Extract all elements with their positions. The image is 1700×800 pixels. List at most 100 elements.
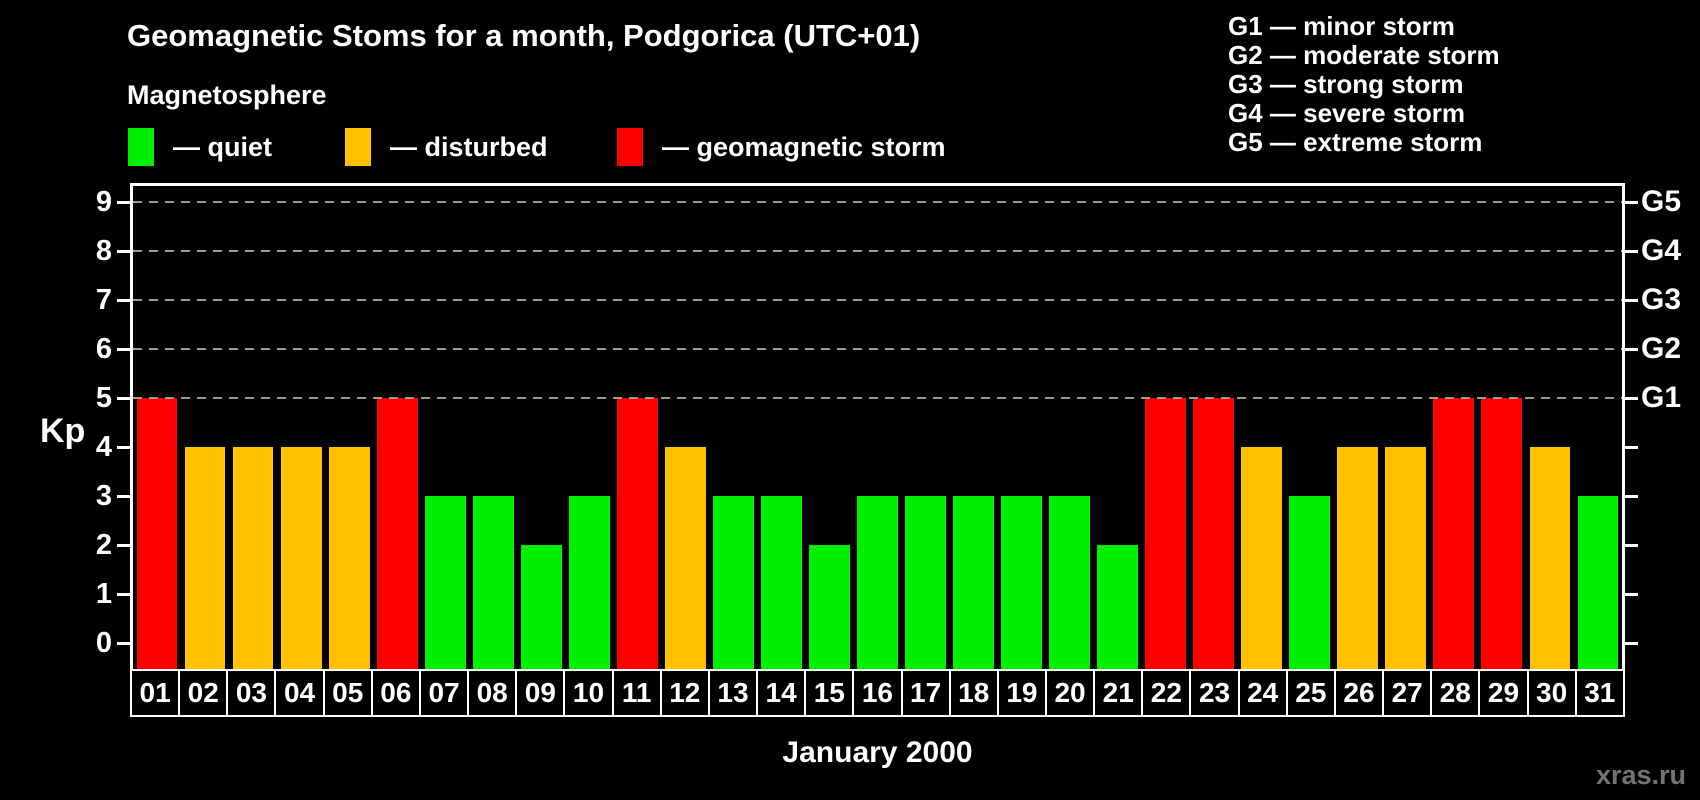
quiet-swatch	[128, 128, 154, 166]
day-cell-16: 16	[852, 669, 903, 717]
bar-slot-day-16	[853, 186, 901, 669]
day-cell-12: 12	[659, 669, 710, 717]
day-cell-13: 13	[707, 669, 759, 717]
kp-bar-day-03	[232, 447, 274, 669]
bar-slot-day-08	[469, 186, 517, 669]
y-axis-tick	[117, 642, 130, 645]
bar-slot-day-31	[1574, 186, 1622, 669]
kp-bar-day-07	[424, 496, 466, 669]
gridline-kp8	[133, 250, 1622, 252]
disturbed-label: — disturbed	[390, 131, 548, 162]
day-cell-08: 08	[467, 669, 518, 717]
day-cell-19: 19	[996, 669, 1047, 717]
kp-bar-day-31	[1577, 496, 1619, 669]
right-axis-tick	[1625, 299, 1638, 302]
chart-title: Geomagnetic Stoms for a month, Podgorica…	[127, 18, 921, 53]
day-cell-29: 29	[1478, 669, 1529, 717]
y-tick-label: 1	[95, 578, 112, 610]
kp-bar-day-09	[520, 545, 562, 669]
day-cell-26: 26	[1333, 669, 1385, 717]
day-cell-14: 14	[756, 669, 807, 717]
day-cell-01: 01	[130, 669, 181, 717]
day-cell-22: 22	[1141, 669, 1192, 717]
watermark: xras.ru	[1595, 760, 1686, 790]
kp-bar-day-24	[1241, 447, 1283, 669]
bars-container	[133, 186, 1622, 669]
y-axis-tick	[117, 348, 130, 351]
bar-slot-day-04	[277, 186, 325, 669]
day-cell-15: 15	[804, 669, 855, 717]
right-axis-tick	[1625, 250, 1638, 253]
gridline-kp9	[133, 201, 1622, 203]
y-axis-tick	[117, 446, 130, 449]
kp-bar-day-14	[761, 496, 802, 669]
storm-swatch	[617, 128, 643, 166]
bar-slot-day-03	[229, 186, 277, 669]
y-axis-tick	[117, 201, 130, 204]
bar-slot-day-27	[1382, 186, 1430, 669]
g-axis-label-g2: G2	[1641, 332, 1682, 365]
bar-slot-day-07	[421, 186, 469, 669]
day-cell-07: 07	[418, 669, 470, 717]
day-cell-31: 31	[1574, 669, 1625, 717]
kp-bar-day-15	[809, 545, 850, 669]
g-scale-line-g1: G1 — minor storm	[1228, 11, 1455, 41]
day-label-row: 01 02 03 04 05 06 07 08 09 10 11 12 13 14 15 16 17 18 19 20…	[130, 669, 1625, 717]
kp-bar-day-12	[664, 447, 706, 669]
day-cell-09: 09	[515, 669, 566, 717]
bar-slot-day-20	[1046, 186, 1094, 669]
bar-slot-day-02	[181, 186, 229, 669]
g-axis-label-g3: G3	[1641, 283, 1682, 316]
day-cell-30: 30	[1526, 669, 1577, 717]
day-cell-28: 28	[1430, 669, 1481, 717]
kp-bar-day-27	[1385, 447, 1427, 669]
day-cell-18: 18	[948, 669, 999, 717]
day-cell-10: 10	[563, 669, 614, 717]
kp-bar-day-17	[905, 496, 946, 669]
legend-item-quiet: — quiet	[128, 128, 272, 166]
y-tick-label: 5	[95, 382, 112, 414]
kp-bar-day-02	[184, 447, 226, 669]
bar-slot-day-23	[1190, 186, 1238, 669]
kp-bar-day-13	[712, 496, 754, 669]
bar-slot-day-29	[1478, 186, 1526, 669]
bar-slot-day-09	[517, 186, 565, 669]
gridline-kp7	[133, 299, 1622, 301]
bar-slot-day-01	[133, 186, 181, 669]
day-cell-17: 17	[900, 669, 951, 717]
day-cell-03: 03	[226, 669, 277, 717]
bar-slot-day-14	[757, 186, 805, 669]
g-scale-line-g2: G2 — moderate storm	[1228, 40, 1500, 70]
kp-bar-day-08	[472, 496, 514, 669]
kp-bar-day-25	[1289, 496, 1331, 669]
bar-slot-day-28	[1430, 186, 1478, 669]
bar-slot-day-17	[902, 186, 950, 669]
bar-slot-day-15	[805, 186, 853, 669]
kp-bar-day-16	[857, 496, 898, 669]
legend-item-storm: — geomagnetic storm	[617, 128, 946, 166]
g-scale-legend: G1 — minor storm G2 — moderate storm G3 …	[1228, 12, 1500, 157]
kp-bar-day-20	[1049, 496, 1091, 669]
kp-bar-day-29	[1481, 398, 1523, 669]
g-axis-label-g4: G4	[1641, 234, 1682, 267]
bar-slot-day-13	[709, 186, 757, 669]
day-cell-25: 25	[1285, 669, 1336, 717]
bar-slot-day-19	[998, 186, 1046, 669]
right-axis-tick	[1625, 544, 1638, 547]
kp-bar-day-26	[1337, 447, 1379, 669]
bar-slot-day-21	[1094, 186, 1142, 669]
kp-bar-day-05	[328, 447, 370, 669]
day-cell-06: 06	[370, 669, 421, 717]
legend-item-disturbed: — disturbed	[345, 128, 548, 166]
bar-slot-day-10	[565, 186, 613, 669]
y-tick-label: 4	[95, 431, 112, 463]
kp-bar-day-11	[616, 398, 658, 669]
gridline-kp6	[133, 348, 1622, 350]
day-cell-04: 04	[274, 669, 325, 717]
bar-slot-day-18	[950, 186, 998, 669]
plot-area	[117, 183, 1638, 669]
magnetosphere-heading: Magnetosphere	[127, 80, 327, 110]
right-axis-tick	[1625, 446, 1638, 449]
y-tick-label: 6	[95, 333, 112, 365]
day-cell-23: 23	[1189, 669, 1240, 717]
